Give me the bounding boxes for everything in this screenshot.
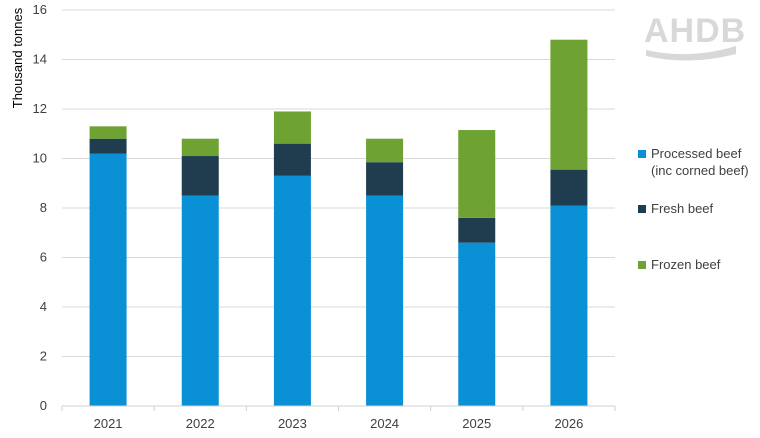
legend-label: Fresh beef [651, 201, 714, 216]
x-tick-label: 2023 [278, 416, 307, 431]
bar-segment-processed-beef-inc-corned-beef [550, 205, 588, 406]
legend-label: Processed beef [651, 146, 742, 161]
bar-segment-frozen-beef [89, 126, 127, 139]
legend-swatch [638, 205, 646, 213]
legend-swatch [638, 261, 646, 269]
bar-segment-fresh-beef [181, 156, 219, 196]
y-axis-ticks: 0 2 4 6 8 10 12 14 16 [33, 2, 47, 413]
y-tick-label: 6 [40, 250, 47, 265]
x-tick-label: 2024 [370, 416, 399, 431]
y-tick-label: 16 [33, 2, 47, 17]
bar-segment-fresh-beef [458, 217, 496, 243]
bar-segment-processed-beef-inc-corned-beef [273, 175, 311, 406]
legend: Processed beef (inc corned beef) Fresh bee… [638, 146, 749, 272]
bar-segment-frozen-beef [550, 39, 588, 170]
bar-segment-fresh-beef [89, 138, 127, 154]
gridlines [62, 9, 615, 357]
ahdb-logo: AHDB [644, 12, 746, 61]
bars [89, 39, 588, 406]
bar-segment-processed-beef-inc-corned-beef [458, 242, 496, 406]
bar-segment-frozen-beef [273, 111, 311, 144]
x-tick-label: 2025 [462, 416, 491, 431]
bar-segment-frozen-beef [181, 138, 219, 157]
y-tick-label: 12 [33, 101, 47, 116]
bar-segment-processed-beef-inc-corned-beef [366, 195, 404, 406]
bar-segment-processed-beef-inc-corned-beef [181, 195, 219, 406]
y-tick-label: 2 [40, 349, 47, 364]
y-tick-label: 8 [40, 200, 47, 215]
legend-label: (inc corned beef) [651, 163, 749, 178]
y-tick-label: 14 [33, 52, 47, 67]
x-axis-ticks: 2021 2022 2023 2024 2025 2026 [61, 406, 616, 431]
logo-swoosh [646, 46, 736, 61]
x-tick-label: 2022 [186, 416, 215, 431]
bar-segment-fresh-beef [550, 169, 588, 206]
x-tick-label: 2021 [94, 416, 123, 431]
y-tick-label: 10 [33, 151, 47, 166]
bar-segment-frozen-beef [366, 138, 404, 163]
legend-swatch [638, 150, 646, 158]
bar-segment-frozen-beef [458, 130, 496, 218]
x-tick-label: 2026 [554, 416, 583, 431]
legend-label: Frozen beef [651, 257, 721, 272]
bar-segment-fresh-beef [366, 162, 404, 196]
bar-segment-fresh-beef [273, 143, 311, 176]
y-tick-label: 4 [40, 299, 47, 314]
y-tick-label: 0 [40, 398, 47, 413]
logo-text: AHDB [644, 12, 746, 50]
y-axis-label: Thousand tonnes [10, 7, 25, 108]
bar-segment-processed-beef-inc-corned-beef [89, 153, 127, 406]
